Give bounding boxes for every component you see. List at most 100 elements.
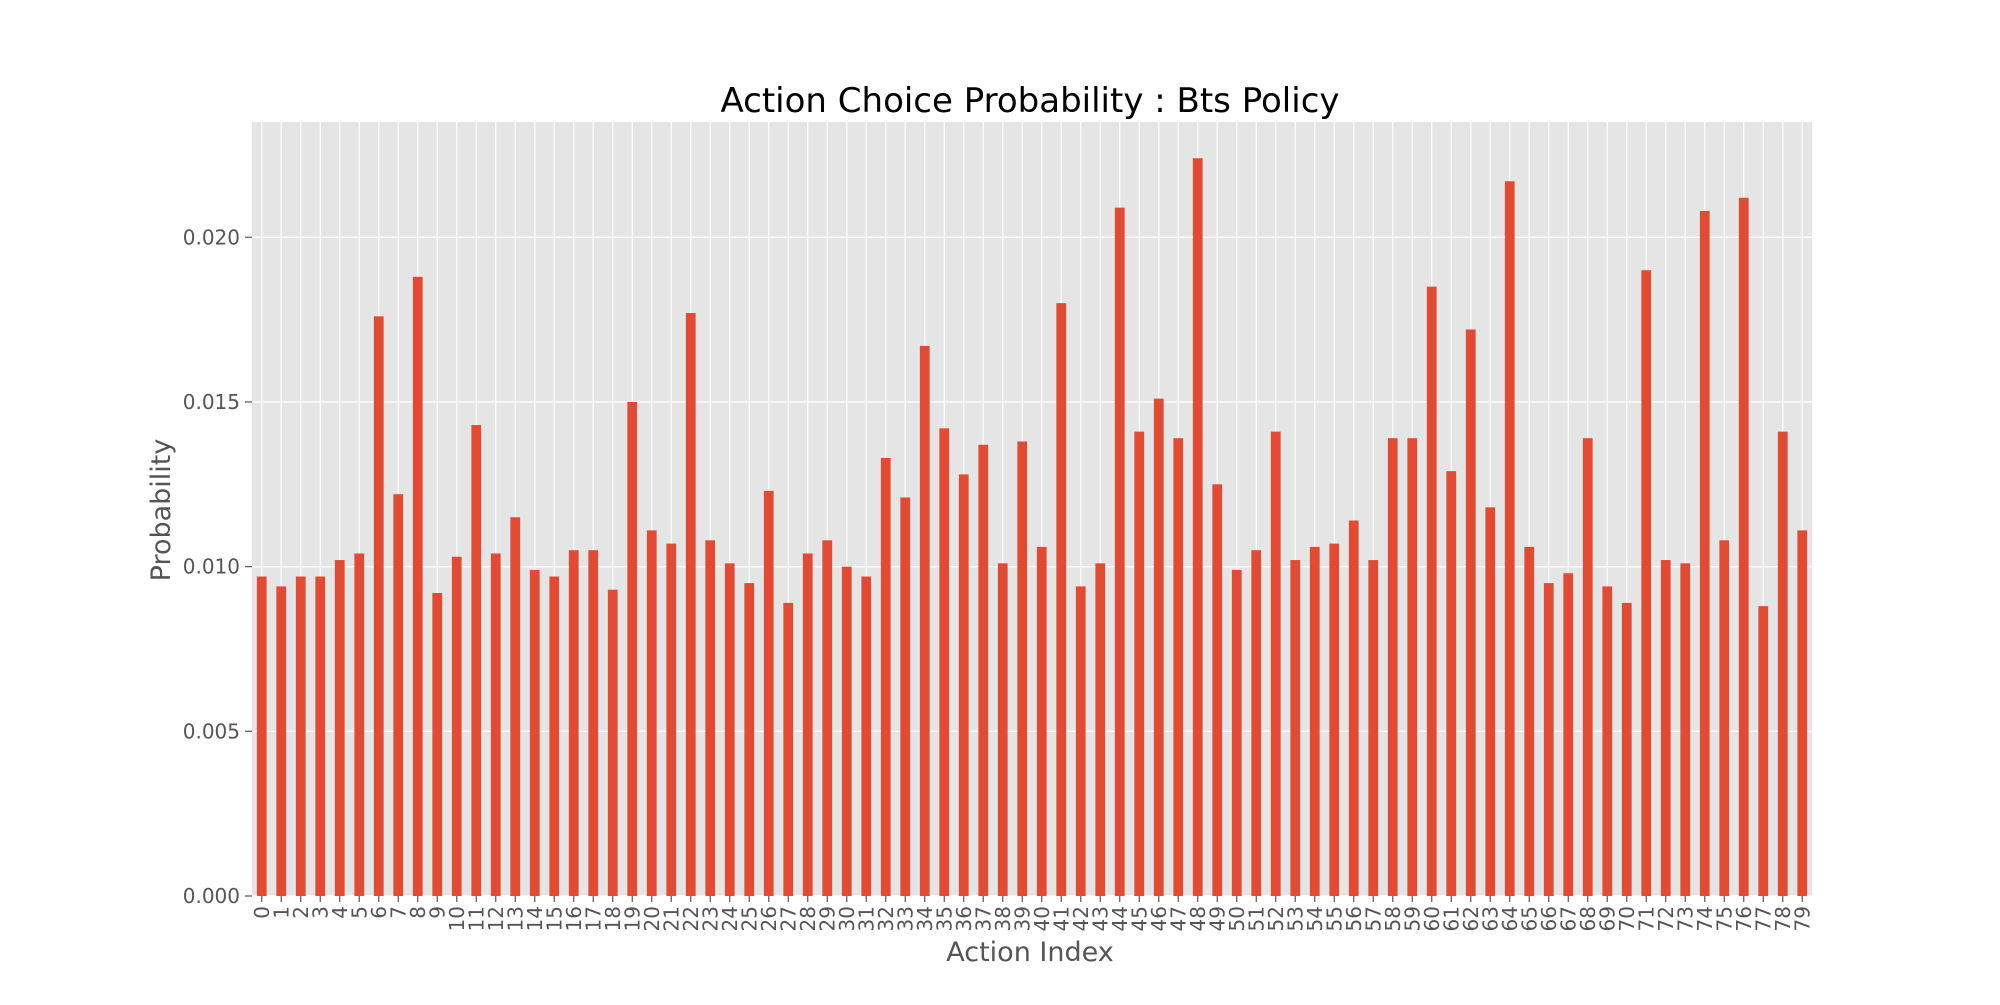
bar-action-37 <box>978 444 989 896</box>
bar-action-46 <box>1153 398 1164 896</box>
x-tick-label: 37 <box>971 906 995 931</box>
x-tick-label: 21 <box>659 906 683 931</box>
x-tick-label: 71 <box>1634 906 1658 931</box>
bar-action-30 <box>841 566 852 896</box>
x-tick-label: 6 <box>367 906 391 919</box>
y-axis-ticks: 0.000 0.005 0.010 0.015 0.020 <box>183 225 252 908</box>
bar-action-25 <box>744 583 755 896</box>
bar-action-22 <box>685 313 696 896</box>
x-tick-label: 62 <box>1459 906 1483 931</box>
bar-action-77 <box>1758 606 1769 896</box>
x-tick-label: 53 <box>1283 906 1307 931</box>
x-tick-label: 20 <box>640 906 664 931</box>
bar-action-10 <box>451 556 462 896</box>
x-tick-label: 8 <box>406 906 430 919</box>
bar-action-52 <box>1270 431 1281 896</box>
x-tick-label: 79 <box>1790 906 1814 931</box>
bar-action-71 <box>1641 270 1652 896</box>
x-axis-ticks: 0123456789101112131415161718192021222324… <box>250 896 1814 931</box>
y-tick-label: 0.000 <box>183 884 240 908</box>
x-tick-label: 57 <box>1361 906 1385 931</box>
x-tick-label: 47 <box>1166 906 1190 931</box>
x-tick-label: 24 <box>718 906 742 931</box>
bar-action-3 <box>315 576 326 896</box>
x-tick-label: 68 <box>1576 906 1600 931</box>
bar-action-72 <box>1660 560 1671 896</box>
bar-action-64 <box>1504 181 1515 897</box>
x-tick-label: 7 <box>386 906 410 919</box>
x-tick-label: 23 <box>698 906 722 931</box>
x-tick-label: 41 <box>1049 906 1073 931</box>
x-tick-label: 5 <box>347 906 371 919</box>
bar-action-70 <box>1621 602 1632 896</box>
x-tick-label: 22 <box>679 906 703 931</box>
bar-action-68 <box>1582 438 1593 896</box>
x-tick-label: 27 <box>776 906 800 931</box>
bar-action-0 <box>256 576 267 896</box>
bar-action-42 <box>1075 586 1086 896</box>
bar-action-43 <box>1095 563 1106 896</box>
bar-action-67 <box>1563 573 1574 896</box>
bar-action-47 <box>1173 438 1184 896</box>
bar-action-61 <box>1446 471 1457 896</box>
plot-area <box>252 122 1812 896</box>
x-tick-label: 35 <box>932 906 956 931</box>
y-tick-label: 0.005 <box>183 719 240 743</box>
y-axis-label: Probability <box>146 439 177 582</box>
bar-action-6 <box>373 316 384 897</box>
bar-action-53 <box>1290 560 1301 896</box>
x-tick-label: 18 <box>601 906 625 931</box>
bar-action-62 <box>1465 329 1476 896</box>
y-tick-label: 0.015 <box>183 390 240 414</box>
bar-action-76 <box>1738 197 1749 897</box>
x-tick-label: 72 <box>1654 906 1678 931</box>
x-tick-label: 14 <box>523 906 547 931</box>
x-tick-label: 28 <box>796 906 820 931</box>
bar-action-1 <box>276 586 287 896</box>
bar-action-41 <box>1056 303 1067 896</box>
bar-action-63 <box>1485 507 1496 896</box>
bar-action-58 <box>1387 438 1398 896</box>
bar-action-60 <box>1426 286 1437 896</box>
bar-action-33 <box>900 497 911 896</box>
bar-action-54 <box>1309 546 1320 896</box>
bars <box>256 158 1808 897</box>
x-tick-label: 39 <box>1010 906 1034 931</box>
bar-action-40 <box>1036 546 1047 896</box>
x-tick-label: 67 <box>1556 906 1580 931</box>
bar-action-29 <box>822 540 833 896</box>
x-tick-label: 40 <box>1030 906 1054 931</box>
x-tick-label: 76 <box>1732 906 1756 931</box>
bar-action-9 <box>432 592 443 896</box>
x-tick-label: 26 <box>757 906 781 931</box>
bar-action-8 <box>412 276 423 896</box>
x-tick-label: 59 <box>1400 906 1424 931</box>
bar-action-59 <box>1407 438 1418 896</box>
bar-action-21 <box>666 543 677 896</box>
bar-action-4 <box>334 560 345 896</box>
x-tick-label: 0 <box>250 906 274 919</box>
x-tick-label: 69 <box>1595 906 1619 931</box>
x-tick-label: 50 <box>1225 906 1249 931</box>
bar-action-39 <box>1017 441 1028 896</box>
y-tick-label: 0.020 <box>183 225 240 249</box>
bar-action-2 <box>295 576 306 896</box>
x-tick-label: 55 <box>1322 906 1346 931</box>
x-tick-label: 9 <box>425 906 449 919</box>
x-tick-label: 77 <box>1751 906 1775 931</box>
x-tick-label: 25 <box>737 906 761 931</box>
x-tick-label: 29 <box>815 906 839 931</box>
x-tick-label: 60 <box>1420 906 1444 931</box>
bar-action-31 <box>861 576 872 896</box>
x-tick-label: 46 <box>1147 906 1171 931</box>
x-tick-label: 66 <box>1537 906 1561 931</box>
x-tick-label: 16 <box>562 906 586 931</box>
bar-action-28 <box>802 553 813 896</box>
x-tick-label: 4 <box>328 906 352 919</box>
x-tick-label: 65 <box>1517 906 1541 931</box>
bar-action-56 <box>1348 520 1359 896</box>
bar-action-55 <box>1329 543 1340 896</box>
bar-action-36 <box>958 474 969 896</box>
x-tick-label: 73 <box>1673 906 1697 931</box>
